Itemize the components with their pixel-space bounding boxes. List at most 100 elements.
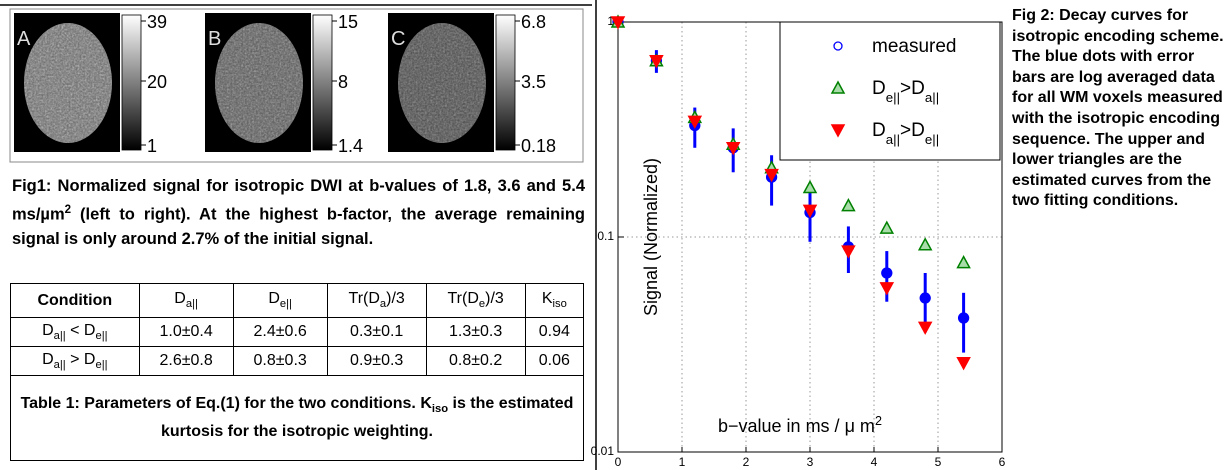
table-cell: 0.94 [525, 318, 583, 347]
text: K [542, 290, 553, 307]
subscript: a|| [186, 299, 198, 311]
text: 1.0±0.4 [159, 323, 212, 340]
text: < D [66, 322, 96, 339]
subscript: a|| [54, 359, 66, 371]
text: b−value in ms / μ m [718, 416, 875, 436]
table-cell: 1.3±0.3 [426, 318, 525, 347]
text: )/3 [386, 290, 405, 307]
text: > D [66, 351, 96, 368]
data-point [882, 268, 892, 278]
subscript: iso [552, 299, 566, 311]
colorbar-label: 1.4 [338, 136, 363, 156]
panel-label: C [391, 28, 405, 50]
text: >D [900, 78, 925, 99]
brain-texture [398, 23, 486, 143]
text: 0.3±0.1 [350, 323, 403, 340]
figure-2-caption: Fig 2: Decay curves for isotropic encodi… [1012, 6, 1228, 212]
annotation: b−value in ms / μ m2 [718, 414, 882, 436]
colorbar [496, 15, 515, 150]
table-row: Da|| < De|| 1.0±0.4 2.4±0.6 0.3±0.1 1.3±0.3 0… [11, 318, 584, 347]
colorbar-label: 8 [338, 72, 348, 92]
y-axis-label: Signal (Normalized) [641, 158, 661, 316]
text: Table 1: Parameters of Eq.(1) for the tw… [21, 395, 432, 412]
panel-label: B [208, 28, 221, 50]
text: D [42, 351, 54, 368]
x-tick-label: 3 [807, 455, 814, 469]
text: 0.8±0.2 [449, 352, 502, 369]
subscript: a|| [886, 132, 900, 147]
header-cell: Condition [11, 284, 140, 318]
text: >D [900, 120, 925, 141]
superscript: 2 [875, 414, 882, 428]
x-tick-label: 4 [871, 455, 878, 469]
data-point [920, 293, 930, 303]
text: D [268, 290, 280, 307]
table-row: Da|| > De|| 2.6±0.8 0.8±0.3 0.9±0.3 0.8±0.2 0… [11, 347, 584, 376]
table-cell: 0.8±0.2 [426, 347, 525, 376]
text: (left to right). At the highest b-factor… [12, 206, 585, 248]
header-cell: Tr(Da)/3 [327, 284, 426, 318]
subscript: e|| [925, 132, 939, 147]
colorbar-label: 6.8 [521, 12, 546, 32]
text: 2.4±0.6 [254, 323, 307, 340]
subscript: a|| [925, 90, 939, 105]
text: 0.8±0.3 [254, 352, 307, 369]
x-tick-label: 0 [615, 455, 622, 469]
table-cell: 0.9±0.3 [327, 347, 426, 376]
x-tick-label: 6 [999, 455, 1006, 469]
text: 0.9±0.3 [350, 352, 403, 369]
text: D [174, 290, 186, 307]
header-cell: Tr(De)/3 [426, 284, 525, 318]
table-cell: 2.4±0.6 [233, 318, 327, 347]
table-caption: Table 1: Parameters of Eq.(1) for the tw… [11, 376, 584, 461]
colorbar-label: 0.18 [521, 136, 556, 156]
subscript: e|| [95, 330, 107, 342]
colorbar-label: 3.5 [521, 72, 546, 92]
table-cell: 1.0±0.4 [139, 318, 233, 347]
table-cell: 0.8±0.3 [233, 347, 327, 376]
text: 0.94 [539, 323, 570, 340]
table-cell: Da|| > De|| [11, 347, 140, 376]
text: )/3 [485, 290, 504, 307]
subscript: a|| [54, 330, 66, 342]
brain-texture [24, 23, 112, 143]
subscript: e|| [95, 359, 107, 371]
table-cell: 0.3±0.1 [327, 318, 426, 347]
subscript: e|| [280, 299, 292, 311]
subscript: e|| [886, 90, 900, 105]
table-cell: 0.06 [525, 347, 583, 376]
text: measured [872, 36, 957, 57]
text: Tr(D [349, 290, 380, 307]
table-cell: 2.6±0.8 [139, 347, 233, 376]
page: A39201B1581.4C6.83.50.18 Fig1: Normalize… [0, 0, 1232, 470]
text: 2.6±0.8 [159, 352, 212, 369]
x-tick-label: 2 [743, 455, 750, 469]
text: 1.3±0.3 [449, 323, 502, 340]
text: 0.06 [539, 352, 570, 369]
x-tick-label: 1 [679, 455, 686, 469]
text: D [42, 322, 54, 339]
colorbar-label: 39 [147, 12, 167, 32]
colorbar [313, 15, 332, 150]
header-cell: Da|| [139, 284, 233, 318]
y-tick-label: 0.1 [597, 229, 614, 243]
header-cell: Kiso [525, 284, 583, 318]
figure-1-caption: Fig1: Normalized signal for isotropic DW… [12, 174, 585, 251]
panel-label: A [17, 28, 31, 50]
header-cell: De|| [233, 284, 327, 318]
legend-label: measured [872, 36, 957, 57]
table-cell: Da|| < De|| [11, 318, 140, 347]
subscript: iso [432, 404, 448, 416]
text: Tr(D [447, 290, 478, 307]
text: D [872, 120, 886, 141]
text: Condition [37, 292, 112, 309]
data-point [959, 313, 969, 323]
colorbar [122, 15, 141, 150]
colorbar-label: 15 [338, 12, 358, 32]
colorbar-label: 20 [147, 72, 167, 92]
colorbar-label: 1 [147, 136, 157, 156]
caption-row: Table 1: Parameters of Eq.(1) for the tw… [11, 376, 584, 461]
